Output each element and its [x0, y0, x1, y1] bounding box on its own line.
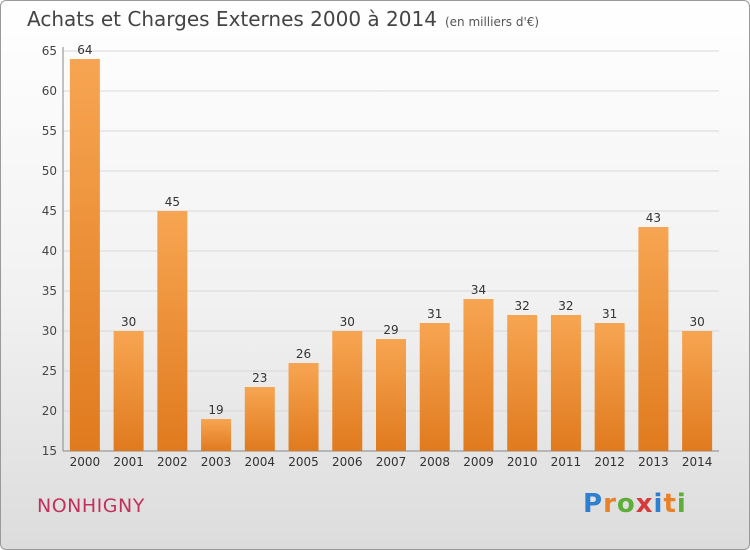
x-tick-label: 2014 — [682, 455, 713, 469]
chart-title-line: Achats et Charges Externes 2000 à 2014 (e… — [27, 7, 539, 31]
data-label: 30 — [340, 315, 355, 329]
chart-subtitle: (en milliers d'€) — [444, 15, 540, 29]
y-tick-label: 65 — [42, 44, 57, 58]
data-label: 43 — [646, 211, 661, 225]
bar — [69, 59, 100, 451]
data-label: 64 — [77, 43, 92, 57]
y-tick-label: 20 — [42, 404, 57, 418]
x-tick-label: 2010 — [507, 455, 538, 469]
x-tick-label: 2005 — [288, 455, 319, 469]
data-label: 30 — [689, 315, 704, 329]
x-tick-label: 2000 — [70, 455, 101, 469]
x-tick-label: 2009 — [463, 455, 494, 469]
bar — [638, 227, 669, 451]
bar — [332, 331, 363, 451]
bar — [463, 299, 494, 451]
bar — [419, 323, 450, 451]
x-tick-label: 2004 — [245, 455, 276, 469]
data-label: 19 — [208, 403, 223, 417]
bar — [594, 323, 625, 451]
bar — [682, 331, 713, 451]
chart-title: Achats et Charges Externes 2000 à 2014 — [27, 7, 437, 31]
y-tick-label: 45 — [42, 204, 57, 218]
bar — [113, 331, 144, 451]
data-label: 31 — [427, 307, 442, 321]
y-tick-label: 35 — [42, 284, 57, 298]
x-tick-label: 2013 — [638, 455, 669, 469]
bar — [288, 363, 319, 451]
y-tick-label: 30 — [42, 324, 57, 338]
bar — [244, 387, 275, 451]
x-tick-label: 2008 — [419, 455, 450, 469]
data-label: 23 — [252, 371, 267, 385]
x-tick-label: 2002 — [157, 455, 188, 469]
y-tick-label: 40 — [42, 244, 57, 258]
data-label: 26 — [296, 347, 311, 361]
data-label: 32 — [558, 299, 573, 313]
data-label: 34 — [471, 283, 486, 297]
data-label: 30 — [121, 315, 136, 329]
y-tick-label: 60 — [42, 84, 57, 98]
x-tick-label: 2012 — [594, 455, 625, 469]
y-tick-label: 55 — [42, 124, 57, 138]
y-tick-label: 15 — [42, 444, 57, 458]
data-label: 29 — [383, 323, 398, 337]
data-label: 32 — [515, 299, 530, 313]
x-tick-label: 2001 — [113, 455, 144, 469]
y-tick-label: 50 — [42, 164, 57, 178]
data-label: 45 — [165, 195, 180, 209]
bar — [507, 315, 538, 451]
bar — [157, 211, 188, 451]
bar — [376, 339, 406, 451]
bar — [550, 315, 581, 451]
x-tick-label: 2006 — [332, 455, 363, 469]
data-label: 31 — [602, 307, 617, 321]
bar — [201, 419, 232, 451]
y-tick-label: 25 — [42, 364, 57, 378]
x-tick-label: 2011 — [551, 455, 582, 469]
x-tick-label: 2007 — [376, 455, 407, 469]
proxiti-logo: Proxiti — [583, 489, 687, 519]
x-tick-label: 2003 — [201, 455, 232, 469]
commune-name: NONHIGNY — [37, 495, 145, 517]
